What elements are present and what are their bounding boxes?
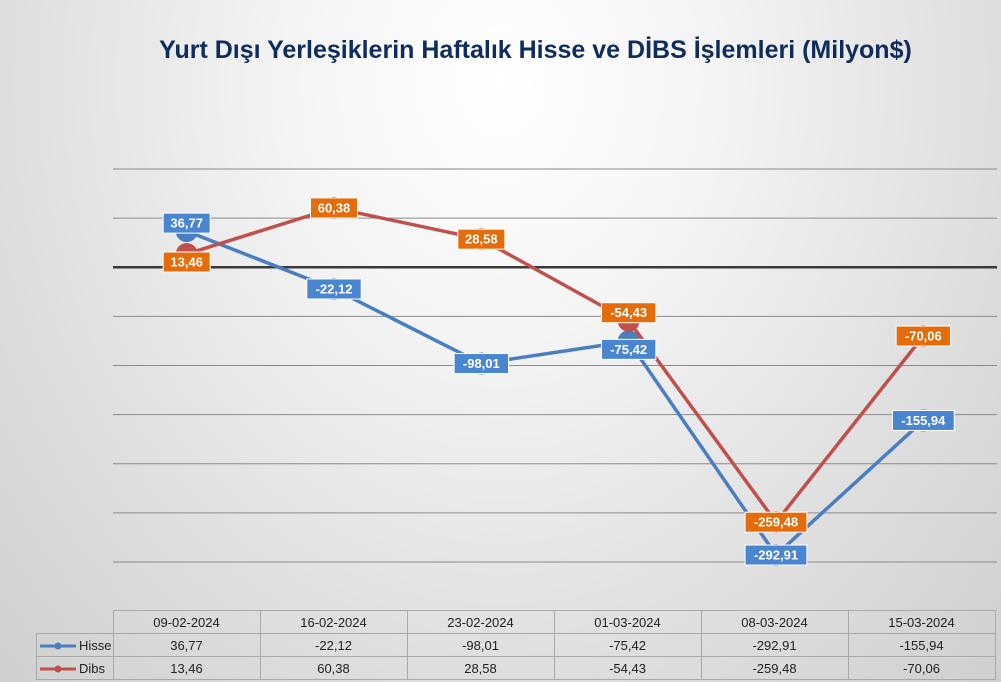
data-label-text: -155,94 [901,413,946,428]
data-label-hisse: -75,42 [600,338,657,360]
data-label-dibs: 28,58 [457,228,506,250]
data-label-text: -98,01 [463,356,500,371]
data-label-dibs: -70,06 [895,325,952,347]
table-cell: 13,46 [112,656,261,680]
data-label-dibs: -259,48 [744,511,808,533]
table-cell: 28,58 [406,656,555,680]
table-cell: 60,38 [259,656,408,680]
data-label-text: -75,42 [610,342,647,357]
legend-label-dibs: Dibs [79,660,106,676]
data-label-dibs: 60,38 [310,197,358,219]
table-row-dibs: Dibs 13,46 60,38 28,58 -54,43 -259,48 -7… [36,656,996,680]
data-label-text: 28,58 [465,232,498,247]
category-header: 23-02-2024 [406,610,555,634]
category-header: 16-02-2024 [259,610,408,634]
data-label-hisse: -22,12 [306,278,362,300]
data-label-hisse: -155,94 [891,409,955,431]
series-name-dibs: Dibs [36,656,114,680]
category-header: 09-02-2024 [112,610,261,634]
category-header: 01-03-2024 [553,610,702,634]
data-label-text: 36,77 [170,216,203,231]
data-label-hisse: -98,01 [453,353,510,375]
gridlines [113,168,997,563]
data-labels: 36,77 -22,12 -98,01 -75,42 -292,91 -155,94 13,… [162,197,955,566]
category-header: 08-03-2024 [700,610,849,634]
category-header: 15-03-2024 [847,610,996,634]
data-label-dibs: -54,43 [600,302,657,324]
series-line-dibs [186,206,925,524]
table-cell: -22,12 [259,633,408,657]
legend-key-dibs [40,665,76,673]
plot-area: 36,77 -22,12 -98,01 -75,42 -292,91 -155,94 13,… [113,168,997,567]
data-label-text: -70,06 [905,329,942,344]
data-label-text: 13,46 [170,255,203,270]
data-label-dibs: 13,46 [162,251,211,273]
table-cell: -70,06 [847,656,996,680]
table-cell: 36,77 [112,633,261,657]
table-cell: -54,43 [553,656,702,680]
data-label-text: -22,12 [316,281,353,296]
table-row-hisse: Hisse 36,77 -22,12 -98,01 -75,42 -292,91… [36,633,996,657]
data-label-hisse: -292,91 [744,544,808,566]
data-label-text: -259,48 [754,515,798,530]
data-label-text: 60,38 [318,200,351,215]
data-label-text: -292,91 [754,548,798,563]
table-corner [37,611,114,634]
table-header-row: 09-02-2024 16-02-2024 23-02-2024 01-03-2… [37,610,996,634]
legend-key-hisse [40,642,76,650]
table-cell: -292,91 [700,633,849,657]
chart-title: Yurt Dışı Yerleşiklerin Haftalık Hisse v… [159,36,912,64]
series-lines [175,196,935,567]
data-label-hisse: 36,77 [162,212,211,234]
legend-label-hisse: Hisse [79,637,112,653]
data-table: 09-02-2024 16-02-2024 23-02-2024 01-03-2… [36,610,996,680]
table-cell: -155,94 [847,633,996,657]
table-cell: -259,48 [700,656,849,680]
data-label-text: -54,43 [610,305,647,320]
series-name-hisse: Hisse [36,633,114,657]
table-cell: -98,01 [406,633,555,657]
table-cell: -75,42 [553,633,702,657]
